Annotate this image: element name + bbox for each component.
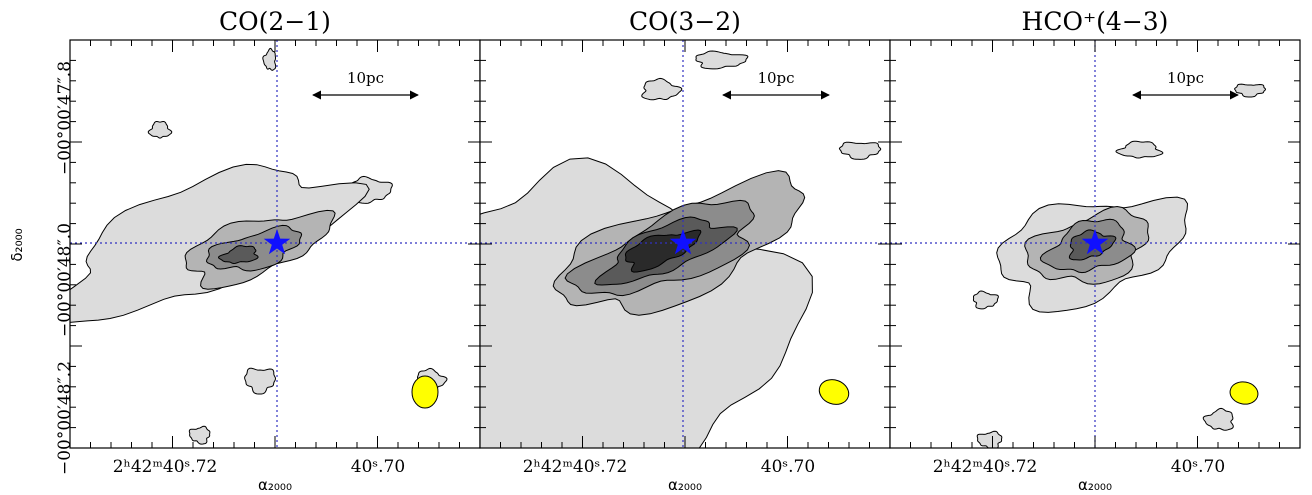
source-star [1081, 229, 1109, 255]
contour [972, 290, 999, 310]
contour [838, 141, 882, 160]
contour [1115, 140, 1164, 159]
source-star [669, 229, 697, 255]
x-tick-label: 2ʰ42ᵐ40ˢ.72 [113, 457, 218, 477]
x-tick-label: 40ˢ.70 [351, 457, 405, 477]
y-axis-label: δ₂₀₀₀ [8, 228, 26, 261]
contour [244, 367, 277, 395]
panel-title: CO(3−2) [629, 7, 741, 36]
map [890, 40, 1300, 448]
beam [411, 375, 439, 409]
contour [188, 425, 211, 445]
x-tick-label: 40ˢ.70 [761, 457, 815, 477]
contour [217, 245, 259, 265]
panel-title: HCO⁺(4−3) [1022, 7, 1169, 36]
contour [262, 47, 277, 71]
map [70, 40, 480, 448]
x-tick-label: 40ˢ.70 [1171, 457, 1225, 477]
x-axis-label: α₂₀₀₀ [258, 476, 292, 494]
scale-label: 10pc [347, 69, 384, 87]
scale-label: 10pc [1167, 69, 1204, 87]
contour [1202, 407, 1234, 431]
x-axis-label: α₂₀₀₀ [668, 476, 702, 494]
beam [1229, 381, 1259, 405]
x-axis-label: α₂₀₀₀ [1078, 476, 1112, 494]
contour [147, 121, 173, 139]
x-tick-label: 2ʰ42ᵐ40ˢ.72 [933, 457, 1038, 477]
panel-title: CO(2−1) [219, 7, 331, 36]
contour [1234, 83, 1267, 98]
map [480, 40, 890, 448]
x-tick-label: 2ʰ42ᵐ40ˢ.72 [523, 457, 628, 477]
contour [641, 77, 683, 101]
beam [818, 379, 850, 405]
scale-label: 10pc [757, 69, 794, 87]
contour [976, 430, 1003, 448]
source-star [263, 229, 291, 255]
contour [695, 50, 749, 70]
